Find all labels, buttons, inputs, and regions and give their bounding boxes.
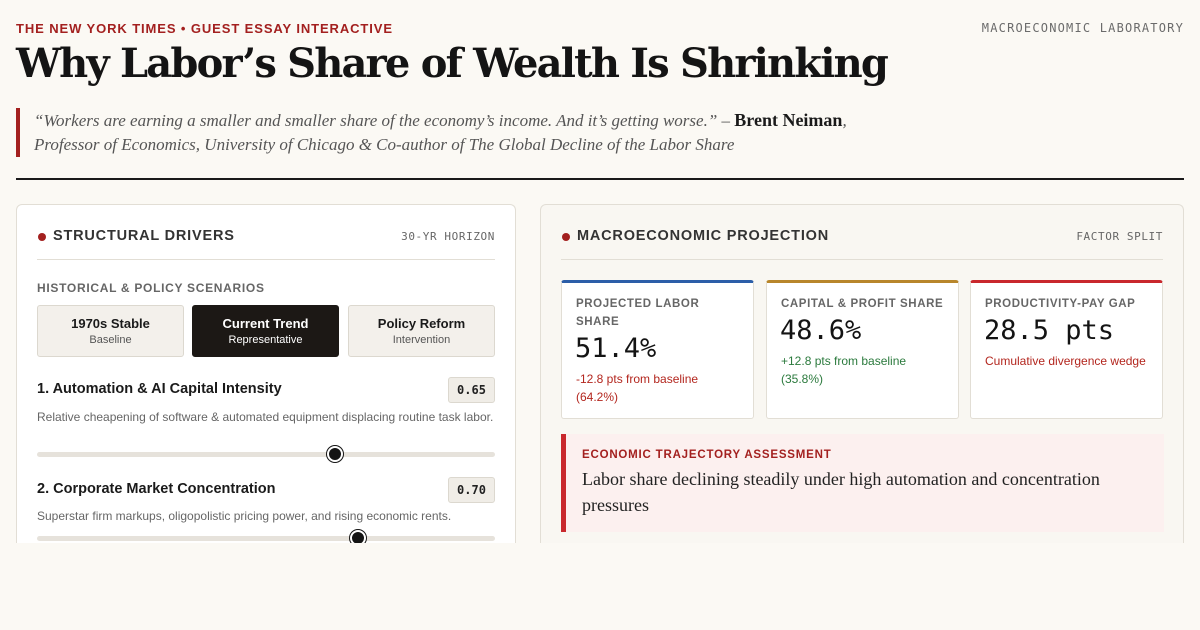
- metric-change: -12.8 pts from baseline (64.2%): [576, 372, 699, 404]
- header-divider: [16, 178, 1184, 180]
- concentration-value-readout: 0.70: [448, 477, 495, 503]
- page-title: Why Labor’s Share of Wealth Is Shrinking: [16, 40, 889, 87]
- trajectory-assessment-callout: ECONOMIC TRAJECTORY ASSESSMENT Labor sha…: [561, 434, 1164, 532]
- automation-slider-label: 1. Automation & AI Capital Intensity: [37, 381, 282, 397]
- labor-share-metric-card: PROJECTED LABOR SHARE 51.4% -12.8 pts fr…: [561, 280, 754, 419]
- assessment-text: Labor share declining steadily under hig…: [582, 469, 1100, 515]
- scenarios-label: HISTORICAL & POLICY SCENARIOS: [37, 281, 265, 295]
- automation-description: Relative cheapening of software & automa…: [37, 410, 494, 424]
- metric-label: PRODUCTIVITY-PAY GAP: [985, 298, 1136, 310]
- scenario-title: Current Trend: [222, 316, 309, 331]
- capital-share-metric-card: CAPITAL & PROFIT SHARE 48.6% +12.8 pts f…: [766, 280, 959, 419]
- scenario-1970s-stable-button[interactable]: 1970s Stable Baseline: [37, 305, 184, 357]
- automation-slider-thumb[interactable]: [326, 446, 343, 462]
- quote-author: Brent Neiman: [734, 110, 843, 130]
- metric-label: CAPITAL & PROFIT SHARE: [781, 298, 944, 310]
- bullet-dot-icon: [562, 233, 570, 241]
- panel-header: STRUCTURAL DRIVERS 30-YR HORIZON: [37, 205, 495, 260]
- assessment-label: ECONOMIC TRAJECTORY ASSESSMENT: [582, 449, 832, 461]
- pull-quote: “Workers are earning a smaller and small…: [16, 108, 916, 157]
- quote-text: “Workers are earning a smaller and small…: [34, 111, 731, 130]
- scenario-policy-reform-button[interactable]: Policy Reform Intervention: [348, 305, 495, 357]
- automation-value-readout: 0.65: [448, 377, 495, 403]
- concentration-description: Superstar firm markups, oligopolistic pr…: [37, 509, 452, 523]
- metric-value: 28.5 pts: [984, 315, 1115, 346]
- concentration-slider-thumb[interactable]: [349, 530, 366, 543]
- concentration-slider-track[interactable]: [37, 530, 495, 543]
- publication-kicker: THE NEW YORK TIMES • GUEST ESSAY INTERAC…: [16, 21, 393, 36]
- factor-split-tag: FACTOR SPLIT: [1076, 230, 1163, 243]
- scenario-subtitle: Baseline: [89, 334, 132, 346]
- scenario-subtitle: Intervention: [392, 334, 451, 346]
- scenario-subtitle: Representative: [228, 334, 303, 346]
- metric-change: +12.8 pts from baseline (35.8%): [781, 354, 907, 386]
- scenario-current-trend-button[interactable]: Current Trend Representative: [192, 305, 339, 357]
- automation-slider-track[interactable]: [37, 446, 495, 462]
- metric-value: 51.4%: [575, 333, 657, 364]
- macroeconomic-projection-panel: MACROECONOMIC PROJECTION FACTOR SPLIT PR…: [540, 204, 1184, 543]
- panel-header: MACROECONOMIC PROJECTION FACTOR SPLIT: [561, 205, 1163, 260]
- bullet-dot-icon: [38, 233, 46, 241]
- scenario-title: Policy Reform: [377, 316, 466, 331]
- scenario-title: 1970s Stable: [71, 316, 150, 331]
- panel-title: STRUCTURAL DRIVERS: [53, 228, 235, 244]
- horizon-tag: 30-YR HORIZON: [401, 230, 495, 243]
- metric-value: 48.6%: [780, 315, 862, 346]
- metric-label: PROJECTED LABOR SHARE: [576, 298, 700, 328]
- metric-change: Cumulative divergence wedge: [985, 354, 1146, 368]
- structural-drivers-panel: STRUCTURAL DRIVERS 30-YR HORIZON HISTORI…: [16, 204, 516, 543]
- concentration-slider-label: 2. Corporate Market Concentration: [37, 481, 276, 497]
- panel-title: MACROECONOMIC PROJECTION: [577, 228, 830, 244]
- productivity-gap-metric-card: PRODUCTIVITY-PAY GAP 28.5 pts Cumulative…: [970, 280, 1163, 419]
- section-tag: MACROECONOMIC LABORATORY: [981, 21, 1184, 35]
- quote-affiliation: , Professor of Economics, University of …: [34, 111, 847, 154]
